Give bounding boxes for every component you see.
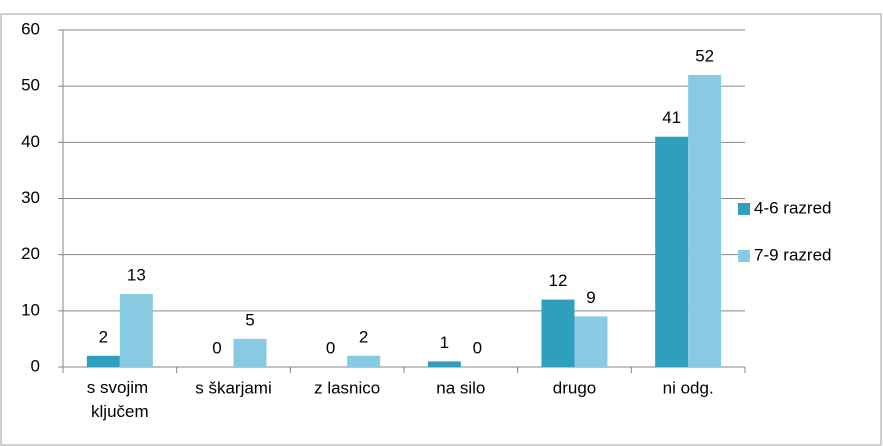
x-tick-label: na silo	[436, 378, 485, 397]
data-label: 1	[440, 333, 449, 352]
data-label: 5	[245, 310, 254, 329]
bar	[86, 355, 120, 367]
data-label: 41	[662, 108, 681, 127]
y-tick-label: 30	[21, 188, 40, 207]
data-label: 9	[586, 288, 595, 307]
y-tick-label: 60	[21, 19, 40, 38]
y-tick-label: 50	[21, 76, 40, 95]
x-tick-label: ni odg.	[663, 378, 714, 397]
data-label: 0	[473, 338, 482, 357]
legend-label: 7-9 razred	[754, 245, 831, 264]
data-label: 0	[326, 338, 335, 357]
data-label: 0	[212, 338, 221, 357]
y-tick-label: 20	[21, 244, 40, 263]
y-tick-label: 10	[21, 300, 40, 319]
legend-label: 4-6 razred	[754, 198, 831, 217]
data-label: 52	[695, 46, 714, 65]
bar	[541, 299, 575, 367]
y-tick-label: 40	[21, 132, 40, 151]
legend-marker	[738, 203, 750, 215]
x-tick-label: s škarjami	[195, 378, 272, 397]
data-label: 2	[359, 327, 368, 346]
bar	[574, 316, 608, 367]
legend-marker	[738, 250, 750, 262]
x-tick-label: drugo	[553, 378, 596, 397]
data-label: 13	[127, 265, 146, 284]
data-label: 2	[99, 327, 108, 346]
bar	[655, 136, 689, 367]
bar	[688, 74, 722, 367]
x-tick-label: z lasnico	[314, 378, 380, 397]
bar	[233, 338, 267, 367]
bar	[347, 355, 381, 367]
bar	[427, 361, 461, 367]
y-tick-label: 0	[31, 356, 40, 375]
data-label: 12	[549, 271, 568, 290]
bar	[119, 293, 153, 367]
x-tick-label: s svojim ključem	[87, 378, 153, 421]
